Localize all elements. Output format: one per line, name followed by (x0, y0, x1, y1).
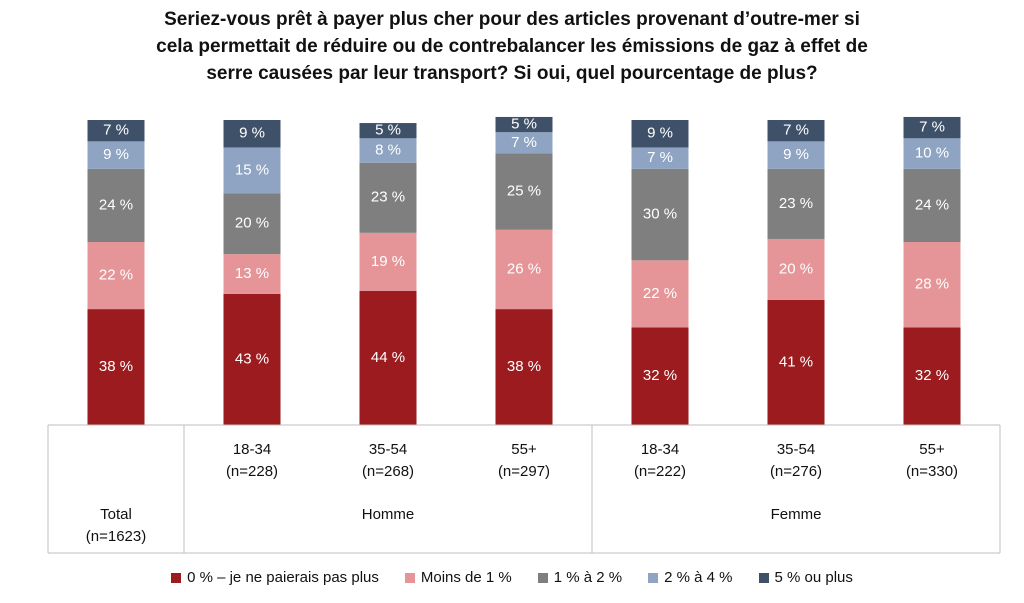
group-label: Homme (361, 506, 415, 523)
x-tick-label: 35-54 (n=268) (361, 441, 415, 480)
value-label: 26 % (507, 260, 541, 277)
value-label: 28 % (915, 276, 949, 293)
bar-segment (767, 141, 825, 169)
x-tick-label: 35-54 (n=276) (769, 441, 823, 480)
legend-swatch (171, 572, 182, 583)
bar-segment (359, 162, 417, 233)
bar-segment (359, 138, 417, 163)
value-label: 5 % (511, 116, 537, 133)
legend-item: 2 % à 4 % (648, 569, 733, 586)
legend-swatch (758, 572, 769, 583)
value-label: 22 % (643, 285, 677, 302)
value-label: 15 % (235, 161, 269, 178)
bar-segment (903, 242, 961, 328)
bar-segment (223, 120, 281, 148)
group-label: Femme (770, 506, 822, 523)
bar-segment (631, 120, 689, 148)
bar-segment (631, 147, 689, 169)
bar-segment (223, 147, 281, 194)
value-label: 24 % (99, 196, 133, 213)
bar-segment (87, 120, 145, 142)
value-label: 5 % (375, 122, 401, 139)
x-tick-label: Total (n=1623) (85, 506, 147, 545)
value-label: 9 % (783, 146, 809, 163)
bar-segment (359, 123, 417, 139)
legend-swatch (648, 572, 659, 583)
bar-segment (767, 238, 825, 300)
bar-segment (495, 153, 553, 230)
bar-segment (87, 141, 145, 169)
bar-segment (631, 168, 689, 261)
value-label: 32 % (643, 367, 677, 384)
legend-item: Moins de 1 % (404, 569, 512, 586)
value-label: 25 % (507, 183, 541, 200)
value-label: 24 % (915, 196, 949, 213)
bar-segment (903, 168, 961, 242)
value-label: 7 % (919, 119, 945, 136)
bar-segment (223, 193, 281, 255)
value-label: 23 % (779, 195, 813, 212)
bar-segment (223, 254, 281, 294)
bar-segment (87, 309, 145, 425)
bar-segment (495, 116, 553, 133)
bar-segment (359, 232, 417, 291)
value-label: 10 % (915, 145, 949, 162)
value-label: 7 % (783, 122, 809, 139)
legend-label: 0 % – je ne paierais pas plus (187, 569, 379, 586)
value-label: 20 % (235, 215, 269, 232)
value-label: 30 % (643, 206, 677, 223)
value-label: 44 % (371, 349, 405, 366)
bar-segment (495, 309, 553, 425)
value-label: 8 % (375, 141, 401, 158)
legend-swatch (404, 572, 415, 583)
value-label: 20 % (779, 260, 813, 277)
bar-segment (903, 116, 961, 139)
value-label: 19 % (371, 253, 405, 270)
legend-label: Moins de 1 % (420, 569, 512, 586)
value-label: 43 % (235, 350, 269, 367)
bar-segment (631, 260, 689, 328)
bar-segment (631, 327, 689, 425)
legend-swatch (537, 572, 548, 583)
value-label: 38 % (507, 358, 541, 375)
legend-label: 1 % à 2 % (553, 569, 623, 586)
bar-segment (767, 299, 825, 425)
bar-segment (495, 132, 553, 154)
value-label: 9 % (239, 125, 265, 142)
x-tick-label: 55+ (n=330) (905, 441, 959, 480)
legend: 0 % – je ne paierais pas plus Moins de 1 … (0, 569, 1024, 586)
value-label: 32 % (915, 367, 949, 384)
value-label: 23 % (371, 189, 405, 206)
legend-item: 0 % – je ne paierais pas plus (171, 569, 379, 586)
value-label: 7 % (647, 149, 673, 166)
bar-segment (359, 290, 417, 425)
value-label: 9 % (647, 125, 673, 142)
x-tick-label: 18-34 (n=228) (225, 441, 279, 480)
x-tick-label: 55+ (n=297) (497, 441, 551, 480)
legend-item: 1 % à 2 % (537, 569, 623, 586)
bar-segment (767, 120, 825, 142)
bar-segment (87, 168, 145, 242)
value-label: 22 % (99, 267, 133, 284)
legend-label: 5 % ou plus (774, 569, 853, 586)
x-tick-label: 18-34 (n=222) (633, 441, 687, 480)
value-label: 41 % (779, 353, 813, 370)
bar-segment (903, 327, 961, 425)
bar-segment (495, 229, 553, 310)
bar-segment (903, 138, 961, 169)
value-label: 7 % (511, 134, 537, 151)
chart-title: Seriez-vous prêt à payer plus cher pour … (156, 9, 868, 84)
value-label: 9 % (103, 146, 129, 163)
legend-label: 2 % à 4 % (664, 569, 733, 586)
bar-segment (767, 168, 825, 239)
value-label: 38 % (99, 358, 133, 375)
bar-segment (87, 242, 145, 310)
bar-segment (223, 293, 281, 425)
legend-item: 5 % ou plus (758, 569, 853, 586)
value-label: 7 % (103, 122, 129, 139)
value-label: 13 % (235, 265, 269, 282)
